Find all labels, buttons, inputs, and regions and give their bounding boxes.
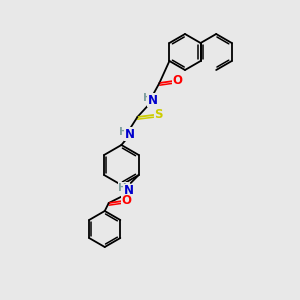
Text: N: N [124,184,134,197]
Text: N: N [147,94,158,106]
Text: S: S [154,109,163,122]
Text: H: H [118,183,127,193]
Text: H: H [143,93,152,103]
Text: O: O [172,74,182,88]
Text: H: H [119,127,128,137]
Text: O: O [122,194,132,208]
Text: N: N [124,128,134,140]
